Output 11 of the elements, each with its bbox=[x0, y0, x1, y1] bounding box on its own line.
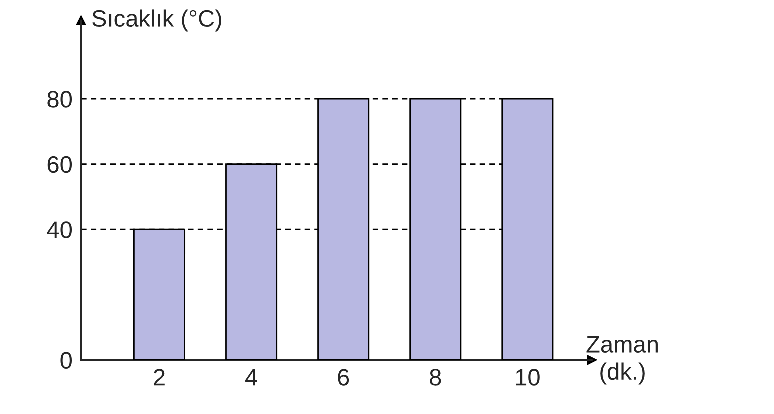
y-tick-label: 0 bbox=[60, 352, 72, 369]
y-tick-label: 80 bbox=[48, 91, 72, 108]
y-tick-label: 60 bbox=[48, 156, 72, 174]
x-tick-label: 4 bbox=[246, 369, 258, 386]
x-axis-title: Zaman (dk.) bbox=[586, 336, 658, 385]
y-axis-title: Sıcaklık (°C) bbox=[92, 10, 222, 32]
y-tick-label: 40 bbox=[47, 222, 72, 238]
x-tick-label: 8 bbox=[430, 369, 442, 386]
x-tick-label: 2 bbox=[154, 369, 165, 386]
x-tick-label: 10 bbox=[516, 369, 540, 386]
x-tick-label: 6 bbox=[338, 369, 350, 386]
